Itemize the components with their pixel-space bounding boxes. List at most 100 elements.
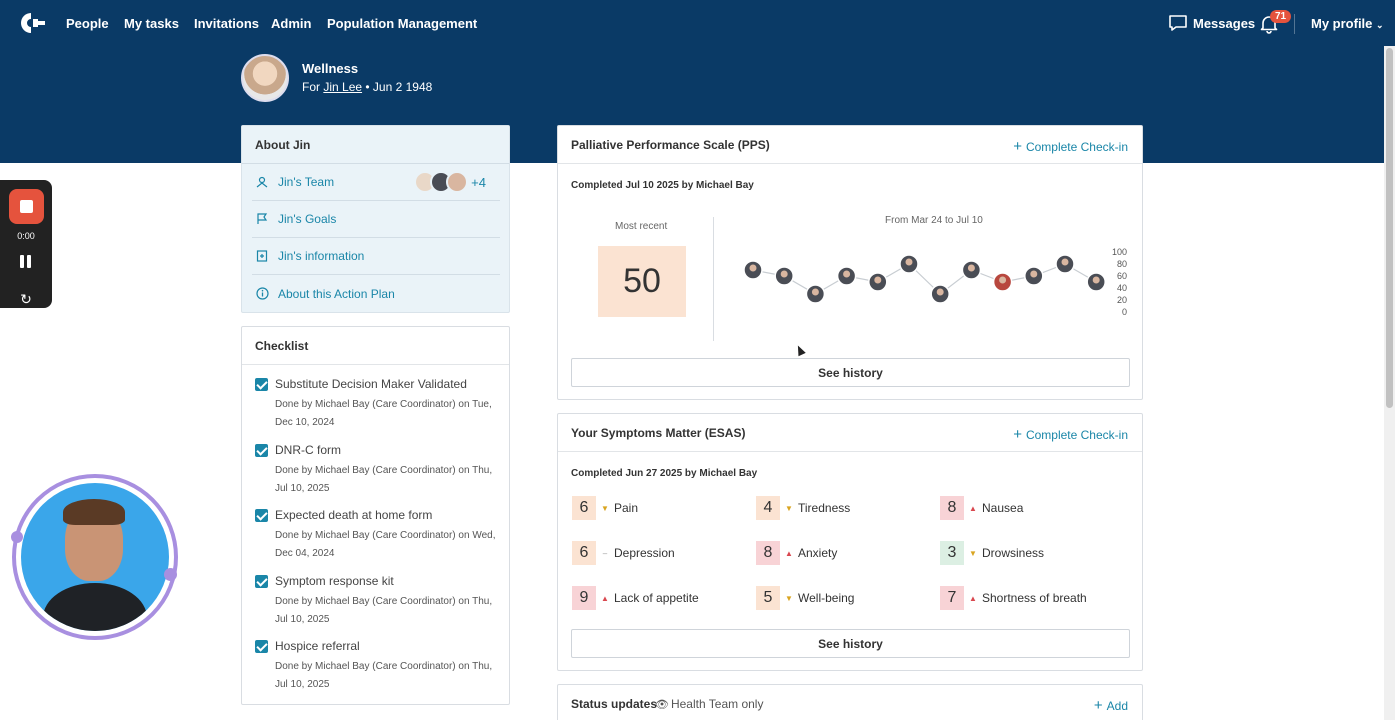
data-point[interactable] bbox=[836, 266, 857, 286]
nav-admin[interactable]: Admin bbox=[271, 16, 312, 31]
webcam-person-hair bbox=[63, 499, 125, 525]
webcam-resize-handle[interactable] bbox=[164, 568, 177, 581]
pps-see-history-button[interactable]: See history bbox=[571, 358, 1130, 387]
about-item-label: Jin's Goals bbox=[278, 212, 337, 226]
team-avatars[interactable]: +4 bbox=[414, 171, 486, 193]
info-card-icon bbox=[255, 249, 269, 263]
data-point[interactable] bbox=[805, 284, 826, 304]
restart-icon[interactable]: ↻ bbox=[20, 291, 32, 307]
patient-subtitle: For Jin Lee • Jun 2 1948 bbox=[302, 80, 432, 94]
symptom-label: Tiredness bbox=[798, 501, 851, 515]
nav-my-tasks[interactable]: My tasks bbox=[124, 16, 179, 31]
pause-icon[interactable] bbox=[20, 255, 32, 268]
y-tick-label: 60 bbox=[1117, 271, 1127, 281]
avatar bbox=[446, 171, 469, 193]
symptom-item: 7 ▲ Shortness of breath bbox=[940, 586, 1087, 610]
checkbox[interactable] bbox=[255, 509, 268, 522]
symptom-item: 8 ▲ Anxiety bbox=[756, 541, 837, 565]
nav-people[interactable]: People bbox=[66, 16, 109, 31]
symptom-score: 6 bbox=[572, 496, 596, 520]
about-item-information[interactable]: Jin's information bbox=[252, 238, 500, 275]
data-point[interactable] bbox=[899, 254, 919, 274]
patient-dob: • Jun 2 1948 bbox=[365, 80, 433, 94]
chart-divider bbox=[713, 217, 714, 341]
data-point[interactable] bbox=[743, 260, 763, 280]
info-icon bbox=[255, 287, 269, 301]
most-recent-score: 50 bbox=[598, 246, 686, 317]
symptom-score: 9 bbox=[572, 586, 596, 610]
checklist-item-title: Substitute Decision Maker Validated bbox=[275, 377, 467, 391]
symptom-label: Lack of appetite bbox=[614, 591, 699, 605]
data-point[interactable] bbox=[1024, 266, 1044, 286]
symptom-score: 8 bbox=[756, 541, 780, 565]
data-point[interactable] bbox=[961, 260, 982, 280]
symptom-item: 6– Depression bbox=[572, 541, 675, 565]
webcam-feed[interactable] bbox=[21, 483, 169, 631]
stop-record-button[interactable] bbox=[9, 189, 44, 224]
data-point[interactable] bbox=[774, 266, 794, 286]
nav-invitations[interactable]: Invitations bbox=[194, 16, 260, 31]
nav-divider bbox=[1294, 14, 1295, 34]
checkbox[interactable] bbox=[255, 444, 268, 457]
scrollbar-thumb[interactable] bbox=[1386, 48, 1393, 408]
plus-icon: + bbox=[1013, 138, 1022, 155]
app-logo-icon[interactable] bbox=[20, 12, 46, 34]
about-card: About Jin Jin's Team +4 Jin's Goals Jin'… bbox=[241, 125, 510, 313]
trend-down-icon: ▼ bbox=[969, 548, 977, 558]
messages-icon[interactable] bbox=[1168, 14, 1188, 32]
checklist-item-desc: Done by Michael Bay (Care Coordinator) o… bbox=[275, 596, 493, 625]
pps-completed: Completed Jul 10 2025 by Michael Bay bbox=[571, 180, 754, 191]
symptom-label: Nausea bbox=[982, 501, 1024, 515]
checklist-item-title: Expected death at home form bbox=[275, 508, 433, 522]
symptom-score: 5 bbox=[756, 586, 780, 610]
trend-up-icon: ▲ bbox=[785, 548, 793, 558]
checkbox[interactable] bbox=[255, 378, 268, 391]
symptom-label: Depression bbox=[614, 546, 675, 560]
about-item-action-plan[interactable]: About this Action Plan bbox=[252, 275, 500, 312]
team-icon bbox=[255, 175, 269, 189]
visibility-label: Health Team only bbox=[670, 697, 764, 711]
about-item-label: About this Action Plan bbox=[278, 286, 395, 301]
data-point[interactable] bbox=[1055, 254, 1075, 274]
checklist-card: Checklist Substitute Decision Maker Vali… bbox=[241, 326, 510, 705]
pps-complete-checkin-button[interactable]: + Complete Check-in bbox=[1013, 138, 1128, 155]
nav-population-management[interactable]: Population Management bbox=[327, 16, 478, 31]
checklist-item-desc: Done by Michael Bay (Care Coordinator) o… bbox=[275, 465, 493, 494]
webcam-handle[interactable] bbox=[11, 531, 23, 543]
team-extra-count: +4 bbox=[471, 174, 486, 190]
symptom-label: Shortness of breath bbox=[982, 591, 1087, 605]
status-add-label: Add bbox=[1106, 699, 1128, 713]
status-title: Status updates bbox=[571, 697, 658, 711]
esas-see-history-button[interactable]: See history bbox=[571, 629, 1130, 658]
about-item-goals[interactable]: Jin's Goals bbox=[252, 201, 500, 238]
checklist-item-desc: Done by Michael Bay (Care Coordinator) o… bbox=[275, 399, 492, 428]
checkbox[interactable] bbox=[255, 575, 268, 588]
symptom-item: 9 ▲ Lack of appetite bbox=[572, 586, 699, 610]
notification-badge: 71 bbox=[1270, 10, 1292, 23]
about-item-team[interactable]: Jin's Team +4 bbox=[252, 164, 500, 201]
checklist-title: Checklist bbox=[242, 327, 509, 365]
symptom-label: Drowsiness bbox=[982, 546, 1045, 560]
symptom-score: 8 bbox=[940, 496, 964, 520]
series-line bbox=[752, 263, 1097, 295]
status-add-button[interactable]: + Add bbox=[1094, 697, 1128, 714]
symptom-label: Anxiety bbox=[798, 546, 838, 560]
esas-header: Your Symptoms Matter (ESAS) + Complete Ch… bbox=[558, 414, 1142, 452]
status-card: Status updates 👁 Health Team only + Add bbox=[557, 684, 1143, 720]
data-point[interactable] bbox=[868, 272, 888, 292]
messages-link[interactable]: Messages bbox=[1193, 16, 1256, 31]
symptom-item: 4 ▼ Tiredness bbox=[756, 496, 850, 520]
visibility-note: 👁 Health Team only bbox=[655, 697, 763, 711]
data-point[interactable] bbox=[1086, 272, 1106, 292]
trend-down-icon: ▼ bbox=[601, 503, 609, 513]
esas-card: Your Symptoms Matter (ESAS) + Complete Ch… bbox=[557, 413, 1143, 671]
checkbox[interactable] bbox=[255, 640, 268, 653]
data-point[interactable] bbox=[930, 284, 950, 304]
profile-menu[interactable]: My profile ⌄ bbox=[1311, 16, 1384, 31]
patient-name-link[interactable]: Jin Lee bbox=[323, 80, 363, 94]
data-point[interactable] bbox=[992, 272, 1013, 292]
trend-down-icon: ▼ bbox=[785, 503, 793, 513]
esas-complete-checkin-button[interactable]: + Complete Check-in bbox=[1013, 426, 1128, 443]
symptom-score: 7 bbox=[940, 586, 964, 610]
eye-icon: 👁 bbox=[655, 699, 669, 711]
